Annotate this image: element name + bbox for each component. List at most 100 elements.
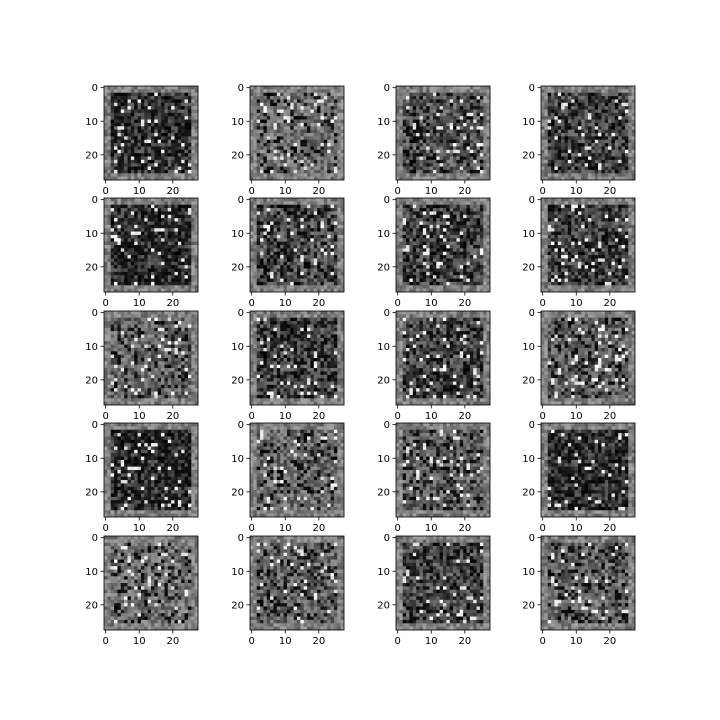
pixel <box>551 136 555 141</box>
pixel <box>608 102 612 107</box>
pixel <box>151 218 155 222</box>
pixel <box>276 153 281 157</box>
pixel <box>323 112 328 117</box>
pixel <box>124 268 128 273</box>
pixel <box>476 166 481 171</box>
pixel <box>614 136 619 141</box>
pixel <box>283 265 288 269</box>
pixel <box>459 116 464 120</box>
pixel <box>181 201 185 206</box>
pixel <box>476 139 481 144</box>
pixel <box>260 119 264 124</box>
pixel <box>137 224 142 229</box>
pixel <box>110 133 115 137</box>
pixel <box>601 156 606 161</box>
pixel <box>340 139 345 144</box>
pixel <box>161 176 165 181</box>
pixel <box>337 109 341 114</box>
pixel <box>194 86 199 90</box>
pixel <box>621 163 626 167</box>
pixel <box>276 285 281 289</box>
pixel <box>147 159 152 164</box>
pixel <box>439 159 444 164</box>
pixel <box>323 173 328 177</box>
pixel <box>621 92 626 97</box>
pixel <box>293 234 298 239</box>
pixel <box>406 129 410 134</box>
pixel <box>422 129 427 134</box>
pixel <box>479 126 484 130</box>
pixel <box>310 169 315 174</box>
pixel <box>181 245 185 249</box>
pixel <box>137 169 142 174</box>
pixel <box>564 122 569 127</box>
pixel <box>297 112 301 117</box>
pixel <box>323 228 328 232</box>
pixel <box>483 214 487 219</box>
pixel <box>293 221 298 226</box>
pixel <box>588 102 592 107</box>
pixel <box>330 275 335 279</box>
pixel <box>297 176 301 181</box>
pixel <box>300 251 305 256</box>
pixel <box>466 99 471 104</box>
pixel <box>571 163 575 167</box>
pixel <box>151 173 155 177</box>
pixel <box>184 281 189 286</box>
pixel <box>297 268 301 273</box>
pixel <box>598 136 602 141</box>
pixel <box>608 163 612 167</box>
pixel <box>300 173 305 177</box>
pixel <box>270 166 274 171</box>
pixel <box>591 106 596 110</box>
pixel <box>124 126 128 130</box>
pixel <box>561 143 565 147</box>
pixel <box>171 214 175 219</box>
pixel <box>571 176 575 181</box>
pixel <box>601 139 606 144</box>
pixel <box>469 198 474 202</box>
pixel <box>266 173 271 177</box>
pixel <box>266 163 271 167</box>
pixel <box>250 86 254 90</box>
pixel <box>618 136 622 141</box>
pixel <box>293 86 298 90</box>
pixel <box>256 86 261 90</box>
pixel <box>167 281 172 286</box>
pixel <box>137 136 142 141</box>
pixel <box>473 96 477 100</box>
pixel <box>140 218 145 222</box>
pixel <box>164 208 169 212</box>
pixel <box>307 143 311 147</box>
pixel <box>181 112 185 117</box>
pixel <box>157 136 162 141</box>
pixel <box>432 143 437 147</box>
pixel <box>567 136 572 141</box>
pixel <box>544 149 549 154</box>
pixel <box>177 245 182 249</box>
pixel <box>107 241 112 246</box>
pixel <box>250 258 254 263</box>
pixel <box>614 169 619 174</box>
pixel <box>276 198 281 202</box>
pixel <box>187 234 192 239</box>
pixel <box>327 129 331 134</box>
pixel <box>137 139 142 144</box>
pixel <box>628 99 632 104</box>
pixel <box>137 231 142 236</box>
pixel <box>184 166 189 171</box>
pixel <box>174 139 179 144</box>
pixel <box>323 218 328 222</box>
pixel <box>134 129 138 134</box>
pixel <box>486 139 491 144</box>
pixel <box>551 96 555 100</box>
pixel <box>124 261 128 266</box>
pixel <box>426 169 430 174</box>
pixel <box>266 234 271 239</box>
pixel <box>273 248 278 253</box>
pixel <box>618 116 622 120</box>
pixel <box>320 204 325 209</box>
pixel <box>147 173 152 177</box>
pixel <box>270 265 274 269</box>
pixel <box>117 201 122 206</box>
